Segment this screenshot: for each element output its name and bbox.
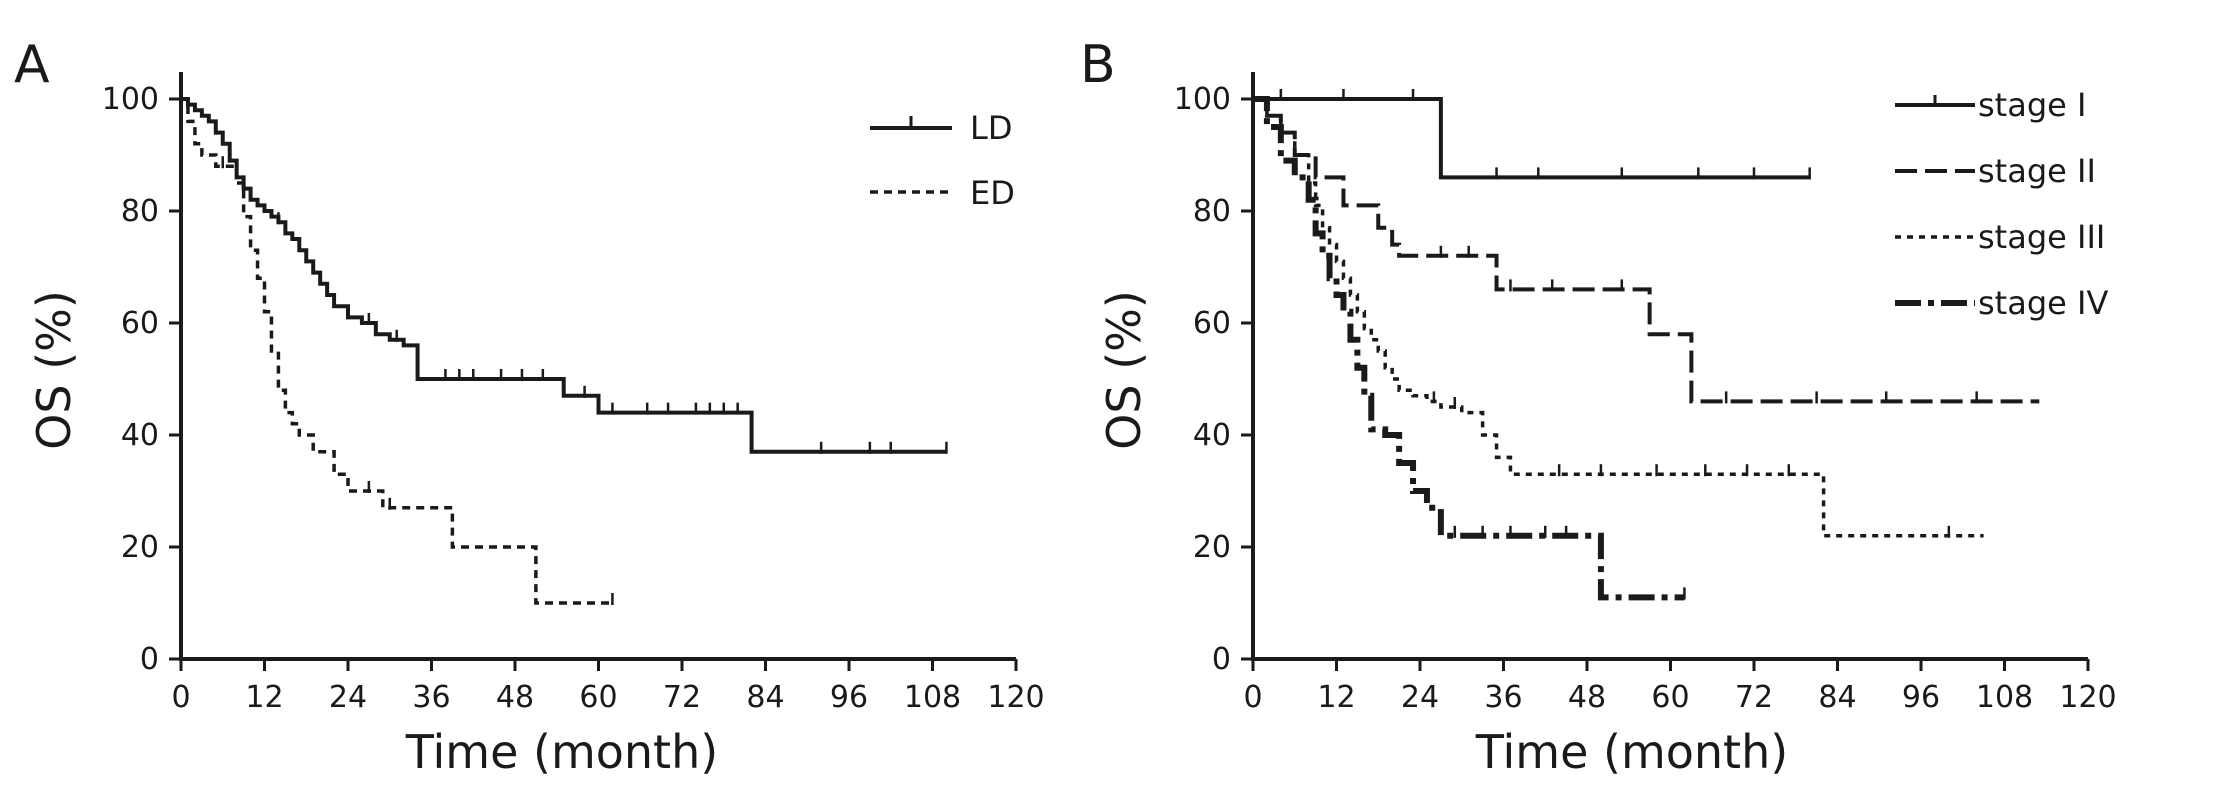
panel-a: A OS (%) Time (month) 0 12 24 36 48 60 72 84 96 1… [14,35,1045,779]
legend-item-ld: LD [870,109,1012,147]
panel-b-x-tick-label-2: 24 [1401,680,1439,715]
legend-label-ld: LD [970,109,1012,147]
panel-b-y-tick-label-1: 20 [1193,530,1231,565]
panel-b-x-tick-label-4: 48 [1568,680,1606,715]
panel-b-y-ticks: 0 20 40 60 80 100 [1174,82,1253,677]
panel-a-x-axis-title: Time (month) [405,725,718,779]
panel-a-x-tick-label-10: 120 [987,680,1044,715]
panel-a-x-tick-label-4: 48 [496,680,534,715]
panel-a-x-tick-label-1: 12 [245,680,283,715]
panel-b-x-axis-title: Time (month) [1475,725,1788,779]
legend-item-stage-i: stage I [1895,86,2086,124]
panel-b-x-ticks: 0 12 24 36 48 60 72 84 96 108 120 [1243,659,2117,715]
panel-b-x-tick-label-7: 84 [1818,680,1856,715]
panel-b-y-axis-title: OS (%) [1097,290,1151,450]
panel-a-x-tick-label-0: 0 [171,680,190,715]
panel-b-curve-series-0 [1253,97,1810,180]
panel-a-curve-series-0 [181,97,947,454]
panel-b-y-tick-label-4: 80 [1193,194,1231,229]
panel-a-x-ticks: 0 12 24 36 48 60 72 84 96 108 120 [171,659,1045,715]
panel-b-x-tick-label-1: 12 [1317,680,1355,715]
panel-a-x-tick-label-5: 60 [579,680,617,715]
legend-label-stage-iv: stage IV [1978,284,2108,322]
panel-a-y-tick-label-4: 80 [121,194,159,229]
panel-b-x-tick-label-5: 60 [1651,680,1689,715]
panel-a-y-tick-label-2: 40 [121,418,159,453]
panel-a-x-tick-label-7: 84 [746,680,784,715]
panel-a-label: A [14,35,50,95]
panel-b-legend: stage I stage II stage III stage IV [1895,86,2108,322]
panel-a-curves [181,97,948,605]
panel-a-x-tick-label-9: 108 [904,680,961,715]
panel-a-x-tick-label-6: 72 [663,680,701,715]
panel-b-x-tick-label-9: 108 [1976,680,2033,715]
panel-a-y-axis-title: OS (%) [27,290,81,450]
legend-item-stage-iv: stage IV [1895,284,2108,322]
panel-a-y-tick-label-0: 0 [140,642,159,677]
panel-a-y-ticks: 0 20 40 60 80 100 [102,82,181,677]
panel-b-x-tick-label-8: 96 [1902,680,1940,715]
panel-b-x-tick-label-6: 72 [1735,680,1773,715]
panel-a-x-tick-label-2: 24 [329,680,367,715]
legend-item-stage-ii: stage II [1895,152,2096,190]
legend-label-stage-i: stage I [1978,86,2086,124]
legend-label-stage-ii: stage II [1978,152,2096,190]
panel-b-x-tick-label-0: 0 [1243,680,1262,715]
panel-b-x-tick-label-3: 36 [1484,680,1522,715]
panel-b-y-tick-label-2: 40 [1193,418,1231,453]
panel-b-y-tick-label-3: 60 [1193,306,1231,341]
panel-b: B OS (%) Time (month) 0 12 24 36 48 60 72 84 96 1… [1080,35,2117,779]
panel-b-curves [1253,89,2040,601]
panel-b-curve-series-3 [1253,96,1685,601]
panel-a-curve-series-1 [181,97,613,605]
legend-label-stage-iii: stage III [1978,218,2105,256]
legend-item-stage-iii: stage III [1895,218,2105,256]
panel-a-y-tick-label-5: 100 [102,82,159,117]
panel-a-y-tick-label-1: 20 [121,530,159,565]
panel-b-x-tick-label-10: 120 [2059,680,2116,715]
legend-item-ed: ED [870,174,1015,212]
panel-a-legend: LD ED [870,109,1015,212]
panel-b-label: B [1080,35,1116,95]
panel-b-y-tick-label-5: 100 [1174,82,1231,117]
panel-b-y-tick-label-0: 0 [1212,642,1231,677]
panel-b-curve-series-2 [1253,97,1984,538]
panel-b-curve-series-1 [1253,97,2040,404]
panel-a-x-tick-label-3: 36 [412,680,450,715]
panel-a-y-tick-label-3: 60 [121,306,159,341]
legend-label-ed: ED [970,174,1015,212]
panel-a-x-tick-label-8: 96 [830,680,868,715]
